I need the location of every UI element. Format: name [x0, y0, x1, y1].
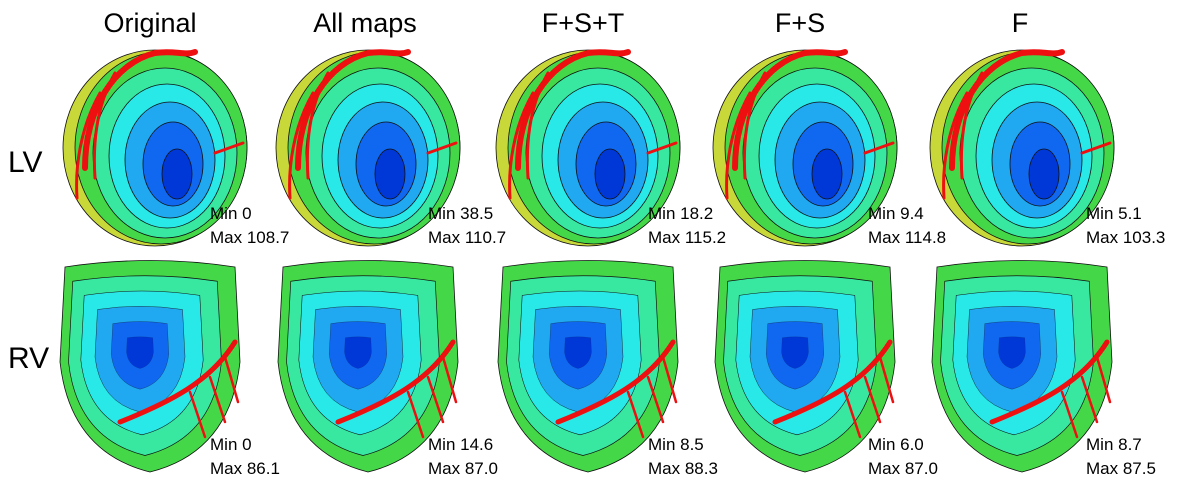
min-label: Min 18.2 — [648, 204, 713, 223]
max-label: Max 103.3 — [1086, 228, 1165, 247]
column-title: F+S — [775, 8, 825, 38]
min-label: Min 8.5 — [648, 435, 704, 454]
max-label: Max 86.1 — [210, 459, 280, 478]
max-label: Max 108.7 — [210, 228, 289, 247]
min-label: Min 14.6 — [428, 435, 493, 454]
max-label: Max 87.5 — [1086, 459, 1156, 478]
min-label: Min 38.5 — [428, 204, 493, 223]
column-title: F+S+T — [542, 8, 625, 38]
column-title: All maps — [313, 8, 417, 38]
row-label: RV — [8, 342, 49, 375]
min-label: Min 0 — [210, 435, 252, 454]
figure: Original All maps F+S+T F+S F LV RV Min … — [0, 0, 1183, 481]
max-label: Max 110.7 — [428, 228, 506, 247]
min-label: Min 9.4 — [868, 204, 924, 223]
max-label: Max 87.0 — [428, 459, 498, 478]
max-label: Max 115.2 — [648, 228, 726, 247]
min-label: Min 8.7 — [1086, 435, 1142, 454]
contour-map — [932, 261, 1112, 473]
max-label: Max 114.8 — [868, 228, 946, 247]
min-label: Min 0 — [210, 204, 252, 223]
min-label: Min 6.0 — [868, 435, 924, 454]
row-label: LV — [8, 146, 42, 179]
max-label: Max 87.0 — [868, 459, 938, 478]
min-label: Min 5.1 — [1086, 204, 1142, 223]
column-title: Original — [103, 8, 196, 38]
max-label: Max 88.3 — [648, 459, 718, 478]
column-title: F — [1012, 8, 1029, 38]
